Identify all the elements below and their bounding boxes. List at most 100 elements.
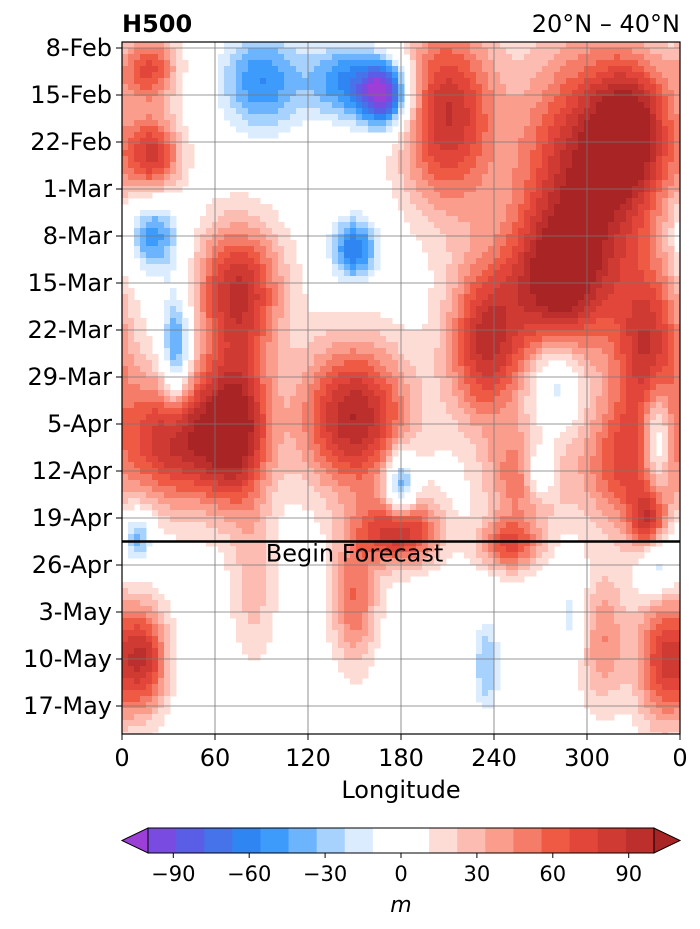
- heatmap-cell: [434, 234, 441, 241]
- heatmap-cell: [128, 384, 135, 391]
- heatmap-cell: [140, 222, 147, 229]
- heatmap-cell: [386, 330, 393, 337]
- heatmap-cell: [524, 192, 531, 199]
- heatmap-cell: [344, 414, 351, 421]
- heatmap-cell: [560, 120, 567, 127]
- heatmap-cell: [380, 420, 387, 427]
- heatmap-cell: [260, 384, 267, 391]
- heatmap-cell: [524, 324, 531, 331]
- heatmap-cell: [464, 342, 471, 349]
- heatmap-cell: [188, 366, 195, 373]
- heatmap-cell: [434, 354, 441, 361]
- heatmap-cell: [524, 174, 531, 181]
- heatmap-cell: [512, 54, 519, 61]
- heatmap-cell: [554, 234, 561, 241]
- heatmap-cell: [602, 264, 609, 271]
- heatmap-cell: [434, 162, 441, 169]
- heatmap-cell: [644, 102, 651, 109]
- heatmap-cell: [572, 426, 579, 433]
- heatmap-cell: [302, 366, 309, 373]
- heatmap-cell: [332, 432, 339, 439]
- heatmap-cell: [602, 384, 609, 391]
- heatmap-cell: [272, 378, 279, 385]
- heatmap-cell: [488, 240, 495, 247]
- heatmap-cell: [224, 300, 231, 307]
- heatmap-cell: [560, 90, 567, 97]
- heatmap-cell: [296, 318, 303, 325]
- heatmap-cell: [200, 366, 207, 373]
- heatmap-cell: [242, 270, 249, 277]
- heatmap-cell: [608, 246, 615, 253]
- heatmap-cell: [164, 354, 171, 361]
- heatmap-cell: [626, 282, 633, 289]
- heatmap-cell: [200, 378, 207, 385]
- heatmap-cell: [146, 246, 153, 253]
- heatmap-cell: [128, 162, 135, 169]
- heatmap-cell: [272, 426, 279, 433]
- heatmap-cell: [446, 216, 453, 223]
- heatmap-cell: [266, 48, 273, 55]
- heatmap-cell: [272, 270, 279, 277]
- heatmap-cell: [590, 138, 597, 145]
- heatmap-cell: [134, 78, 141, 85]
- heatmap-cell: [404, 126, 411, 133]
- heatmap-cell: [452, 126, 459, 133]
- heatmap-cell: [626, 240, 633, 247]
- heatmap-cell: [272, 222, 279, 229]
- heatmap-cell: [404, 426, 411, 433]
- heatmap-cell: [320, 42, 327, 49]
- heatmap-cell: [392, 72, 399, 79]
- heatmap-cell: [650, 420, 657, 427]
- heatmap-cell: [176, 402, 183, 409]
- heatmap-cell: [572, 246, 579, 253]
- heatmap-cell: [620, 228, 627, 235]
- heatmap-cell: [476, 96, 483, 103]
- heatmap-cell: [476, 102, 483, 109]
- heatmap-cell: [644, 78, 651, 85]
- heatmap-cell: [254, 72, 261, 79]
- heatmap-cell: [512, 420, 519, 427]
- heatmap-cell: [326, 354, 333, 361]
- heatmap-cell: [344, 372, 351, 379]
- heatmap-cell: [284, 72, 291, 79]
- heatmap-cell: [302, 372, 309, 379]
- heatmap-cell: [644, 60, 651, 67]
- heatmap-cell: [422, 126, 429, 133]
- heatmap-cell: [440, 282, 447, 289]
- heatmap-cell: [530, 54, 537, 61]
- heatmap-cell: [200, 240, 207, 247]
- heatmap-cell: [392, 120, 399, 127]
- heatmap-cell: [344, 66, 351, 73]
- heatmap-cell: [392, 180, 399, 187]
- heatmap-cell: [254, 204, 261, 211]
- heatmap-cell: [458, 84, 465, 91]
- heatmap-cell: [302, 42, 309, 49]
- heatmap-cell: [284, 378, 291, 385]
- heatmap-cell: [494, 78, 501, 85]
- heatmap-cell: [482, 294, 489, 301]
- heatmap-cell: [230, 264, 237, 271]
- heatmap-cell: [626, 162, 633, 169]
- heatmap-cell: [512, 354, 519, 361]
- heatmap-cell: [644, 342, 651, 349]
- heatmap-cell: [236, 216, 243, 223]
- heatmap-cell: [548, 300, 555, 307]
- heatmap-cell: [338, 384, 345, 391]
- heatmap-cell: [524, 48, 531, 55]
- heatmap-cell: [506, 264, 513, 271]
- heatmap-cell: [170, 216, 177, 223]
- heatmap-cell: [128, 42, 135, 49]
- heatmap-cell: [272, 396, 279, 403]
- heatmap-cell: [146, 132, 153, 139]
- heatmap-cell: [476, 66, 483, 73]
- heatmap-cell: [176, 306, 183, 313]
- heatmap-cell: [224, 102, 231, 109]
- heatmap-cell: [506, 48, 513, 55]
- heatmap-cell: [530, 240, 537, 247]
- heatmap-cell: [218, 372, 225, 379]
- heatmap-cell: [644, 396, 651, 403]
- heatmap-cell: [650, 90, 657, 97]
- heatmap-cell: [278, 126, 285, 133]
- heatmap-cell: [422, 240, 429, 247]
- heatmap-cell: [668, 294, 675, 301]
